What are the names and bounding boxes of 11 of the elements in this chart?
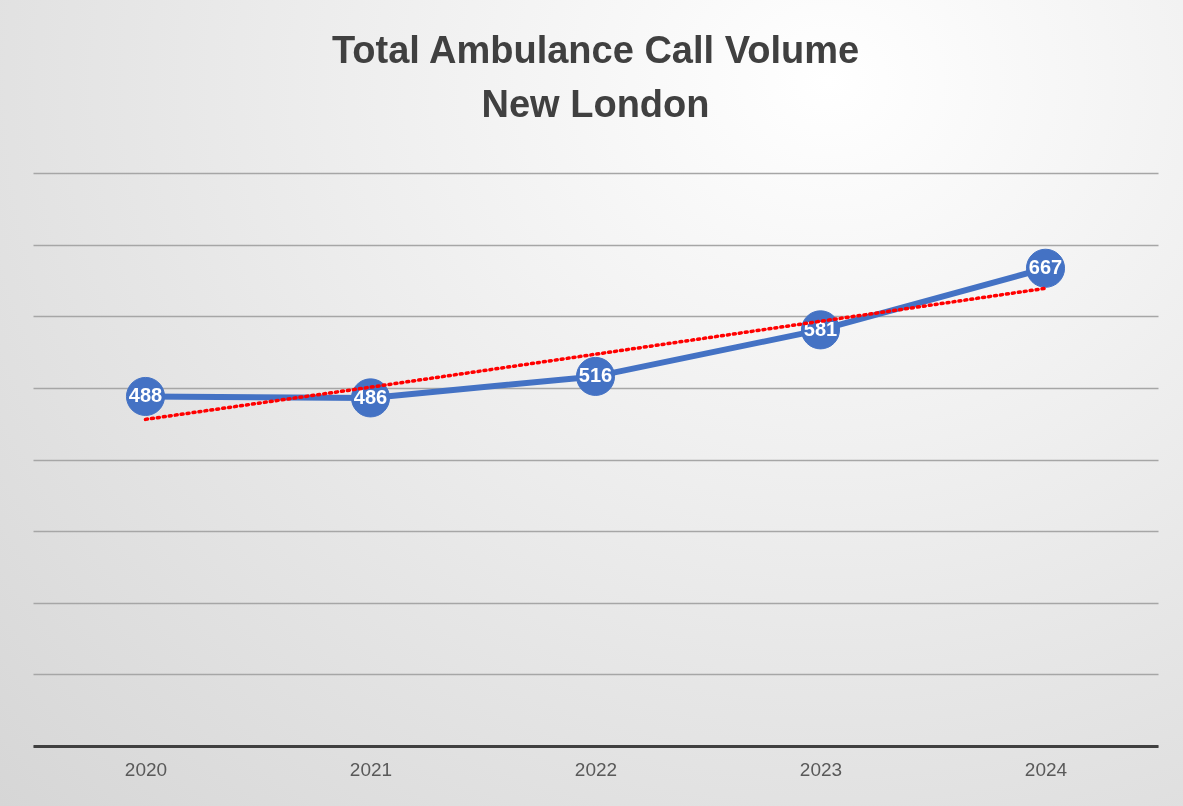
chart-title: Total Ambulance Call Volume xyxy=(331,29,860,71)
x-tick-label: 2023 xyxy=(799,758,843,780)
data-label: 486 xyxy=(353,385,388,408)
data-label: 667 xyxy=(1028,256,1063,279)
data-label: 516 xyxy=(578,364,613,387)
data-label: 488 xyxy=(128,384,163,407)
x-tick-label: 2020 xyxy=(124,758,168,780)
chart-subtitle: New London xyxy=(481,83,710,125)
x-tick-label: 2021 xyxy=(349,758,393,780)
x-tick-label: 2022 xyxy=(574,758,618,780)
x-tick-label: 2024 xyxy=(1024,758,1068,780)
